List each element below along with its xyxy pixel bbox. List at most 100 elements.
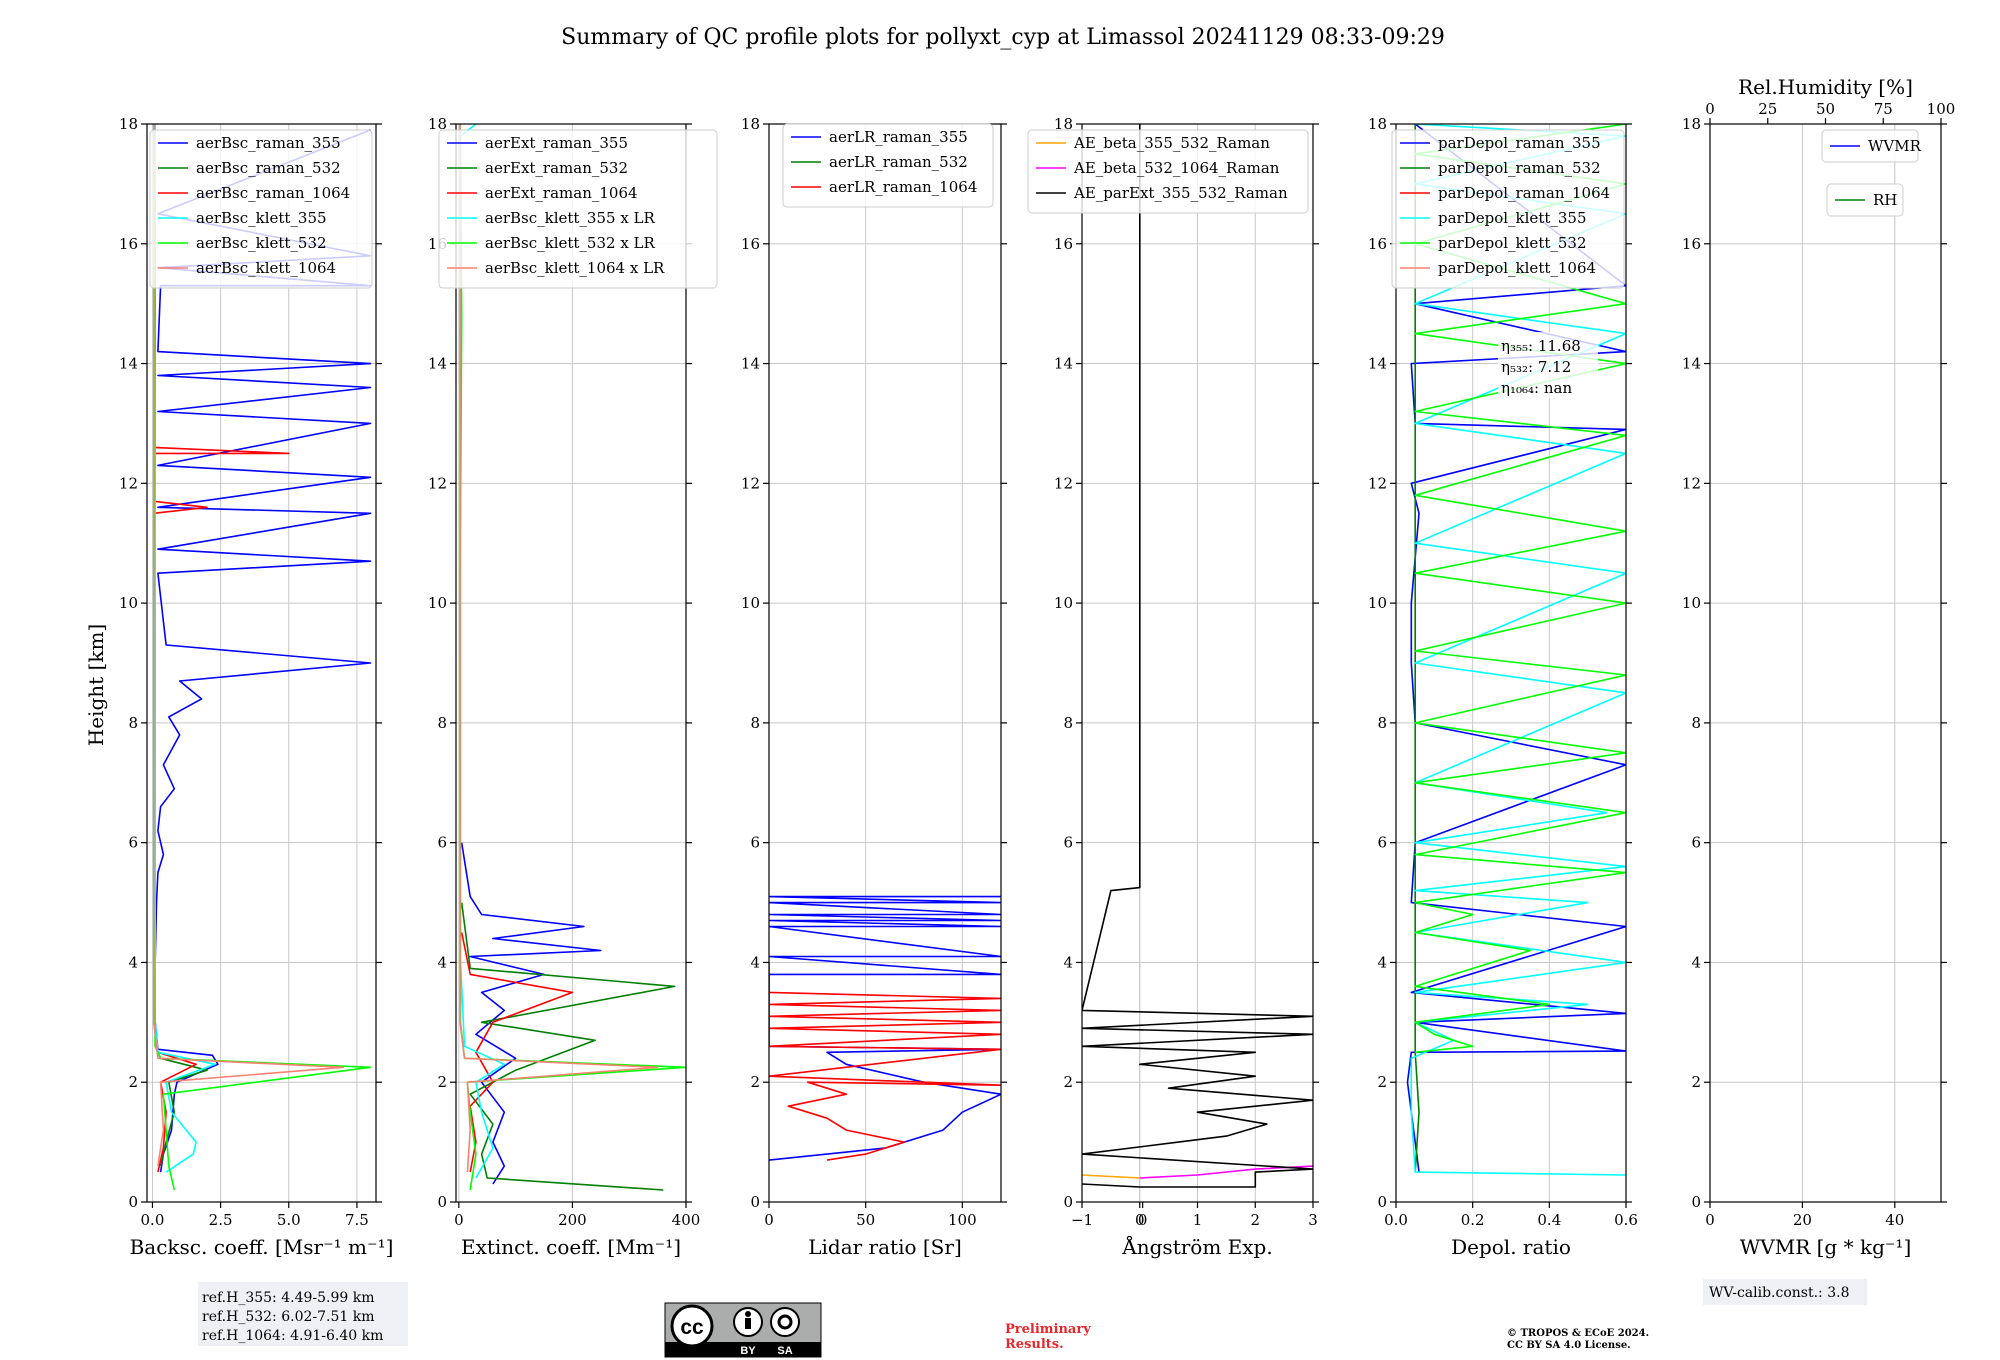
y-tick-label: 2 — [750, 1073, 760, 1091]
x-tick-label: 1 — [1193, 1211, 1203, 1229]
y-tick-label: 14 — [1054, 355, 1073, 373]
legend-box — [149, 129, 373, 289]
y-tick-label: 14 — [1682, 355, 1701, 373]
y-tick-label: 2 — [128, 1073, 138, 1091]
ref-height-532: ref.H_532: 6.02-7.51 km — [202, 1309, 375, 1325]
x-tick-label: 0.0 — [1384, 1211, 1408, 1229]
y-tick-label: 4 — [128, 953, 138, 971]
series-parDepol_klett_532 — [1414, 124, 1626, 1054]
x-tick-label: 3 — [1308, 1211, 1318, 1229]
series-parDepol_raman_532 — [1414, 124, 1420, 1173]
y-tick-label: 6 — [1063, 834, 1073, 852]
panel-3-grid — [769, 124, 1001, 1202]
series-parDepol_raman_355 — [1406, 124, 1626, 1173]
y-tick-label: 18 — [1054, 115, 1073, 133]
legend-entry: parDepol_raman_1064 — [1438, 184, 1610, 202]
x-tick-label: 0 — [1705, 1211, 1715, 1229]
y-tick-label: 8 — [1063, 714, 1073, 732]
legend-box — [782, 123, 994, 208]
y-tick-label: 4 — [1377, 953, 1387, 971]
y-tick-label: 4 — [750, 953, 760, 971]
panel-1-frame — [146, 123, 377, 1203]
x-tick-label: 0 — [454, 1211, 464, 1229]
legend-entry: aerBsc_klett_1064 — [196, 259, 336, 277]
legend-entry: aerBsc_raman_1064 — [196, 184, 350, 202]
y-tick-label: 10 — [1054, 594, 1073, 612]
panel-3-legend: aerLR_raman_355 aerLR_raman_532 aerLR_rama… — [782, 123, 994, 208]
y-tick-label: 12 — [1682, 474, 1701, 492]
x-tick-label: 0 — [764, 1211, 774, 1229]
panel-4-series — [1082, 124, 1313, 1188]
x-tick-label: −1 — [1071, 1211, 1093, 1229]
x-tick-label: 50 — [856, 1211, 875, 1229]
preliminary-results-line2: Results. — [1005, 1337, 1064, 1352]
annotation-box — [1498, 332, 1598, 398]
legend-entry: aerExt_raman_532 — [485, 159, 628, 177]
legend-RH: RH — [1826, 183, 1904, 217]
series-aerBsc_klett_1064 x LR — [459, 124, 659, 1173]
x-tick-label: 7.5 — [345, 1211, 369, 1229]
preliminary-results-line1: Preliminary — [1005, 1322, 1091, 1337]
y-tick-label: 18 — [428, 115, 447, 133]
legend-box — [1027, 129, 1309, 214]
panel-3: 0 2 4 6 8 10 12 14 16 18 0 50 100 Lidar ratio [Sr] aer… — [741, 115, 1007, 1259]
panel-5-frame — [1395, 123, 1627, 1203]
eta-value: η₃₅₅: 11.68 — [1501, 337, 1581, 355]
legend-entry: aerBsc_raman_355 — [196, 134, 341, 152]
ref-height-1064: ref.H_1064: 4.91-6.40 km — [202, 1328, 383, 1344]
legend-box — [1391, 129, 1625, 289]
y-tick-label: 18 — [1682, 115, 1701, 133]
x-tick-label: 0.2 — [1461, 1211, 1485, 1229]
ref-height-355: ref.H_355: 4.49-5.99 km — [202, 1290, 375, 1306]
y-tick-label: 18 — [119, 115, 138, 133]
legend-entry: aerBsc_klett_532 — [196, 234, 327, 252]
cc-icon — [670, 1304, 714, 1348]
eta-value: η₅₃₂: 7.12 — [1501, 358, 1571, 376]
wv-calib-note: WV-calib.const.: 3.8 — [1703, 1279, 1867, 1305]
y-tick-label: 0 — [1691, 1193, 1701, 1211]
x-tick-label: 100 — [948, 1211, 977, 1229]
y-tick-label: 16 — [119, 235, 138, 253]
top-x-tick-label: 0 — [1705, 100, 1715, 118]
y-tick-label: 8 — [750, 714, 760, 732]
x-tick-label: 0.6 — [1614, 1211, 1638, 1229]
y-tick-label: 14 — [428, 355, 447, 373]
x-tick-label: 400 — [672, 1211, 701, 1229]
panel-6-xlabel: WVMR [g * kg⁻¹] — [1740, 1235, 1912, 1259]
copyright-line1: © TROPOS & ECoE 2024. — [1507, 1328, 1649, 1339]
panel-4-legend: AE_beta_355_532_Raman AE_beta_532_1064_Ra… — [1027, 129, 1309, 214]
panel-3-xlabel: Lidar ratio [Sr] — [808, 1235, 962, 1259]
y-tick-label: 2 — [1063, 1073, 1073, 1091]
y-tick-label: 8 — [128, 714, 138, 732]
y-tick-label: 4 — [1063, 953, 1073, 971]
legend-entry: AE_beta_355_532_Raman — [1073, 134, 1270, 152]
panel-6-grid — [1710, 124, 1941, 1202]
y-tick-label: 8 — [437, 714, 447, 732]
x-tick-label: 0 — [1138, 1211, 1148, 1229]
y-tick-label: 0 — [750, 1193, 760, 1211]
y-tick-label: 16 — [1682, 235, 1701, 253]
legend-box — [1821, 129, 1919, 163]
panel-5-series — [1406, 124, 1626, 1176]
panel-1: 0 2 4 6 8 10 12 14 16 18 0.0 2.5 5.0 7.5 Backsc. coeff… — [119, 115, 393, 1259]
y-tick-label: 12 — [1368, 474, 1387, 492]
x-tick-label: 40 — [1885, 1211, 1904, 1229]
y-tick-label: 10 — [741, 594, 760, 612]
legend-entry: aerBsc_raman_532 — [196, 159, 341, 177]
y-tick-label: 12 — [428, 474, 447, 492]
panel-1-grid — [147, 124, 376, 1202]
series-AE_parExt_355_532_Raman — [1082, 124, 1313, 1188]
legend-entry: aerExt_raman_1064 — [485, 184, 638, 202]
legend-box — [438, 129, 718, 289]
legend-entry: parDepol_raman_355 — [1438, 134, 1601, 152]
y-tick-label: 6 — [128, 834, 138, 852]
x-tick-label: 0.4 — [1537, 1211, 1561, 1229]
series-aerBsc_klett_1064 — [153, 124, 345, 1167]
legend-entry: parDepol_raman_532 — [1438, 159, 1601, 177]
y-tick-label: 8 — [1691, 714, 1701, 732]
panel-2-series — [459, 124, 686, 1191]
